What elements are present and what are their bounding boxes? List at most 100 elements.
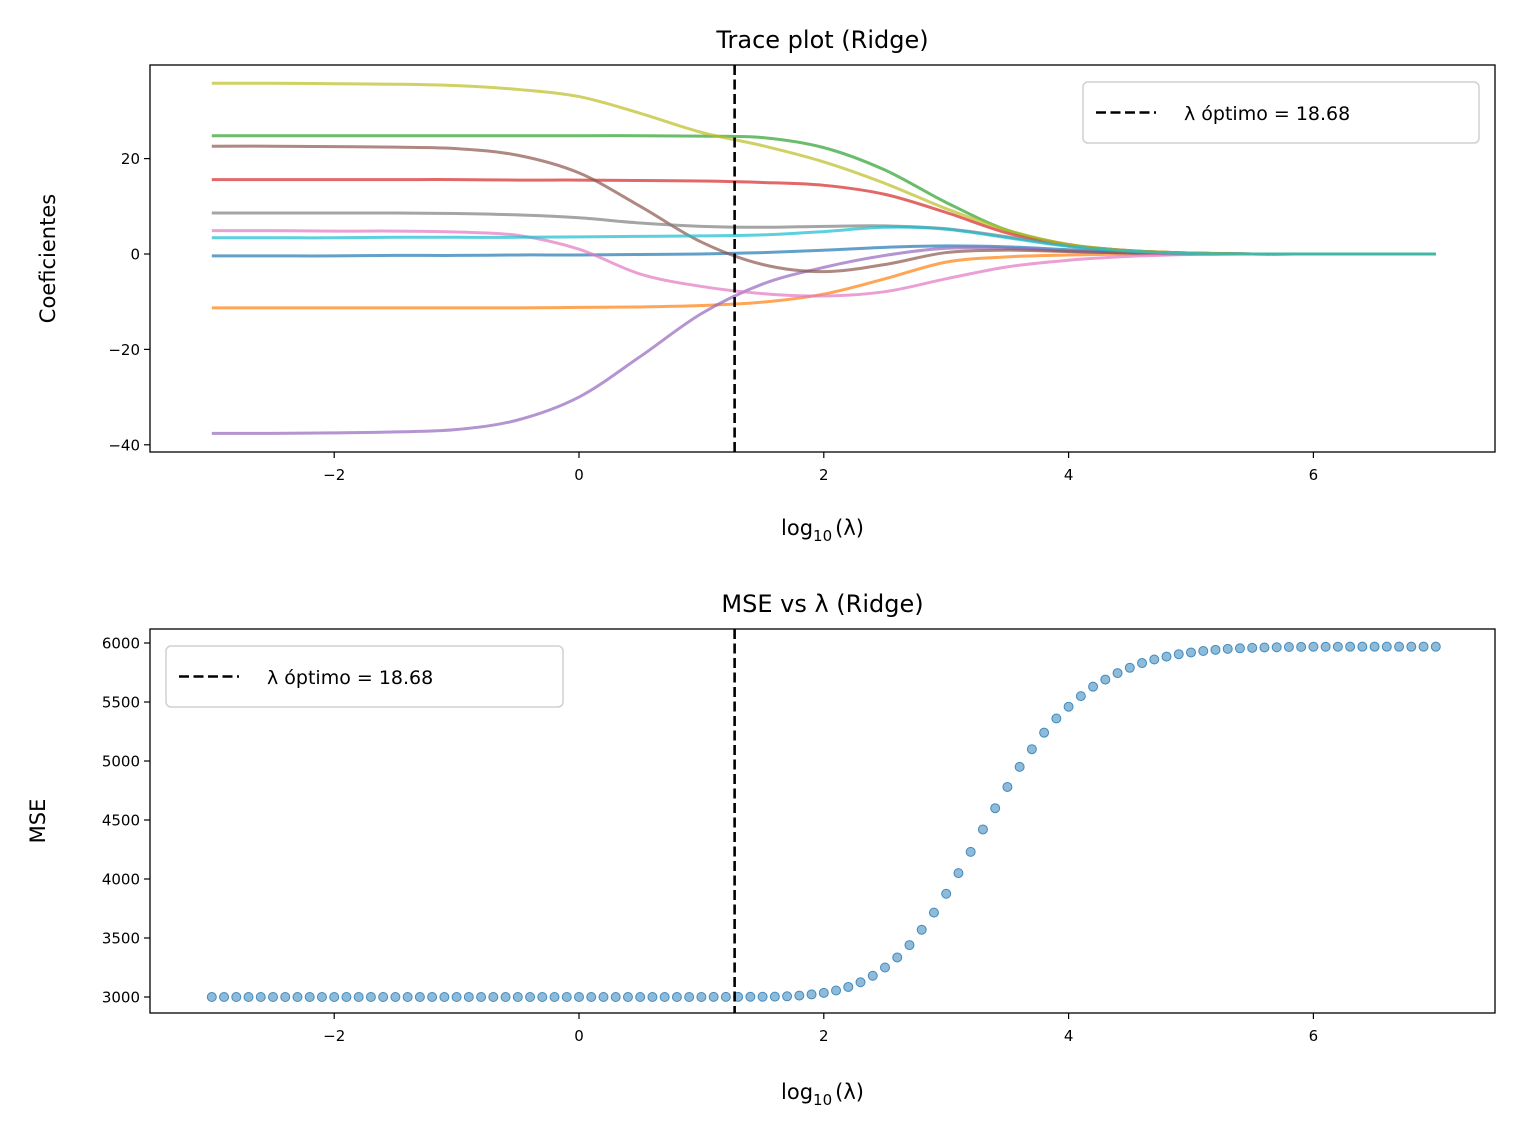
mse-point xyxy=(892,952,903,963)
y-tick-label: 5500 xyxy=(102,694,140,712)
y-tick-label: 20 xyxy=(121,150,140,168)
x-tick-label: 6 xyxy=(1309,1027,1319,1045)
mse-point xyxy=(1186,647,1196,658)
y-tick-label: 6000 xyxy=(102,635,140,653)
chart-title: Trace plot (Ridge) xyxy=(715,26,928,54)
mse-point xyxy=(831,985,842,996)
mse-point xyxy=(1234,643,1245,654)
y-tick-label: 4500 xyxy=(102,812,140,830)
x-tick-label: 6 xyxy=(1309,466,1319,484)
mse-point xyxy=(684,992,695,1002)
mse-point xyxy=(574,992,584,1002)
mse-point xyxy=(537,992,548,1002)
x-axis-label: log10 (λ) xyxy=(781,516,864,545)
mse-point xyxy=(1051,713,1062,724)
chart-title: MSE vs λ (Ridge) xyxy=(721,590,923,618)
mse-point xyxy=(647,992,658,1002)
mse-point xyxy=(745,991,756,1002)
mse-point xyxy=(720,991,731,1002)
mse-point xyxy=(451,992,462,1002)
series-line-coef_3 xyxy=(211,178,1436,256)
mse-point xyxy=(1296,641,1307,652)
mse-point xyxy=(941,888,952,899)
mse-point xyxy=(1173,649,1184,660)
mse-point xyxy=(561,992,572,1002)
x-tick-label: 4 xyxy=(1064,466,1074,484)
legend: λ óptimo = 18.68 xyxy=(1082,81,1480,144)
plot-area xyxy=(206,629,1441,1013)
mse-point xyxy=(1320,641,1331,652)
mse-point xyxy=(488,992,499,1002)
mse-point xyxy=(1088,681,1099,692)
mse-point xyxy=(610,992,621,1002)
y-tick-label: −20 xyxy=(108,341,140,359)
mse-plot-axes: −2 0 2 4 6 3000 3500 4000 4500 5000 5500 6000 MSE vs… xyxy=(26,590,1496,1109)
mse-point xyxy=(782,991,793,1002)
series-line-coef_6 xyxy=(211,229,1436,298)
y-axis-label: Coeficientes xyxy=(36,194,60,323)
legend: λ óptimo = 18.68 xyxy=(165,645,564,708)
x-tick-label: −2 xyxy=(323,466,345,484)
legend-label: λ óptimo = 18.68 xyxy=(267,667,433,689)
x-tick-label: 2 xyxy=(819,1027,829,1045)
mse-point xyxy=(904,940,915,951)
x-axis-label-sub: 10 xyxy=(813,527,832,545)
axes-frame xyxy=(149,628,1496,1014)
mse-point xyxy=(500,992,511,1002)
mse-point xyxy=(512,992,523,1002)
mse-point xyxy=(1222,643,1233,654)
mse-point xyxy=(1357,641,1368,652)
y-tick-label: 5000 xyxy=(102,753,140,771)
mse-point xyxy=(1247,642,1258,653)
y-tick-label: 3000 xyxy=(102,989,140,1007)
mse-point xyxy=(1345,641,1356,652)
mse-point xyxy=(1271,642,1282,653)
y-tick-label: 0 xyxy=(130,246,140,264)
legend-box xyxy=(165,645,564,708)
mse-point xyxy=(1124,662,1135,673)
x-axis-label-base: log xyxy=(781,1080,813,1104)
mse-point xyxy=(1026,744,1037,755)
mse-point xyxy=(990,803,1001,814)
mse-point xyxy=(341,992,352,1002)
mse-point xyxy=(280,992,291,1002)
mse-point xyxy=(525,992,536,1002)
mse-point xyxy=(1149,654,1160,665)
mse-point xyxy=(1406,641,1417,652)
series-line-coef_7 xyxy=(211,211,1436,256)
mse-point xyxy=(1369,641,1380,652)
mse-point xyxy=(635,992,646,1002)
mse-point xyxy=(243,992,254,1002)
legend-label: λ óptimo = 18.68 xyxy=(1184,103,1350,125)
mse-point xyxy=(1075,691,1086,702)
mse-point xyxy=(818,987,829,998)
mse-point xyxy=(1259,642,1270,653)
mse-point xyxy=(696,992,707,1002)
mse-point xyxy=(414,992,425,1002)
y-axis-label: MSE xyxy=(26,799,50,844)
x-axis-label-sub: 10 xyxy=(813,1091,832,1109)
mse-point xyxy=(1014,761,1025,772)
mse-point xyxy=(1430,641,1441,652)
mse-point xyxy=(292,992,303,1002)
mse-point xyxy=(965,846,976,857)
mse-point xyxy=(463,992,474,1002)
mse-point xyxy=(1198,646,1209,657)
mse-point xyxy=(867,970,878,981)
mse-point xyxy=(1283,642,1294,653)
mse-point xyxy=(206,992,217,1002)
mse-point xyxy=(427,992,438,1002)
mse-point xyxy=(855,977,866,988)
x-tick-label: 0 xyxy=(574,466,584,484)
mse-point xyxy=(1100,674,1111,685)
mse-point xyxy=(1002,781,1013,792)
series-line-coef_4 xyxy=(211,246,1436,435)
plot-area xyxy=(211,65,1436,452)
mse-point xyxy=(843,981,854,992)
mse-point xyxy=(1308,641,1319,652)
mse-point xyxy=(549,992,560,1002)
mse-point xyxy=(1394,641,1405,652)
y-tick-label: 4000 xyxy=(102,871,140,889)
